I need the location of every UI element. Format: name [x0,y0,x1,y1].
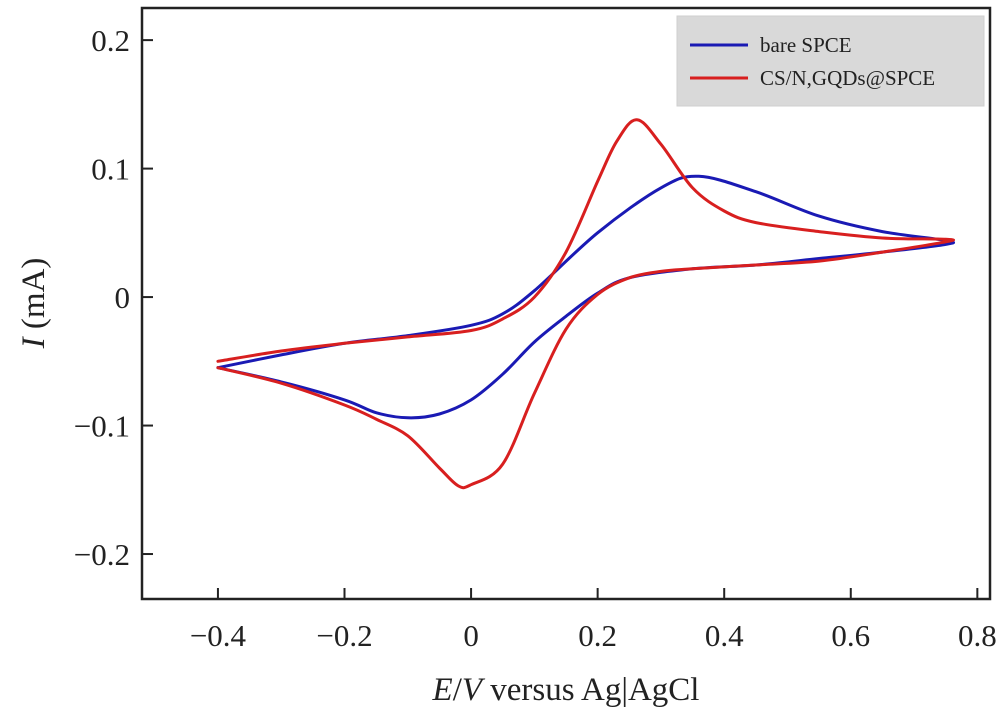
x-tick-label: 0.4 [705,618,744,653]
x-axis-title: E/V versus Ag|AgCl [432,672,700,708]
series-layer [216,118,956,490]
legend-label-bare-spce: bare SPCE [760,33,852,57]
x-tick-label: 0.6 [831,618,870,653]
x-tick-label: −0.4 [190,618,247,653]
y-tick-label: 0 [115,280,131,315]
x-tick-label: 0 [463,618,479,653]
plot-frame [140,6,992,601]
legend-box [676,15,985,107]
x-tick-label: −0.2 [316,618,372,653]
x-axis-ticks: −0.4 −0.2 0 0.2 0.4 0.6 0.8 [190,588,997,653]
legend: bare SPCE CS/N,GQDs@SPCE [676,15,985,107]
y-tick-label: −0.2 [74,537,130,572]
y-axis-ticks: 0.2 0.1 0 −0.1 −0.2 [74,23,153,572]
x-tick-label: 0.2 [578,618,617,653]
y-tick-label: −0.1 [74,409,130,444]
y-tick-label: 0.2 [91,23,130,58]
x-tick-label: 0.8 [958,618,997,653]
y-tick-label: 0.1 [91,152,130,187]
series-line-cs-n-gqds-spce [216,118,956,490]
legend-label-cs-n-gqds-spce: CS/N,GQDs@SPCE [760,66,935,90]
y-axis-title: I (mA) [16,258,52,350]
